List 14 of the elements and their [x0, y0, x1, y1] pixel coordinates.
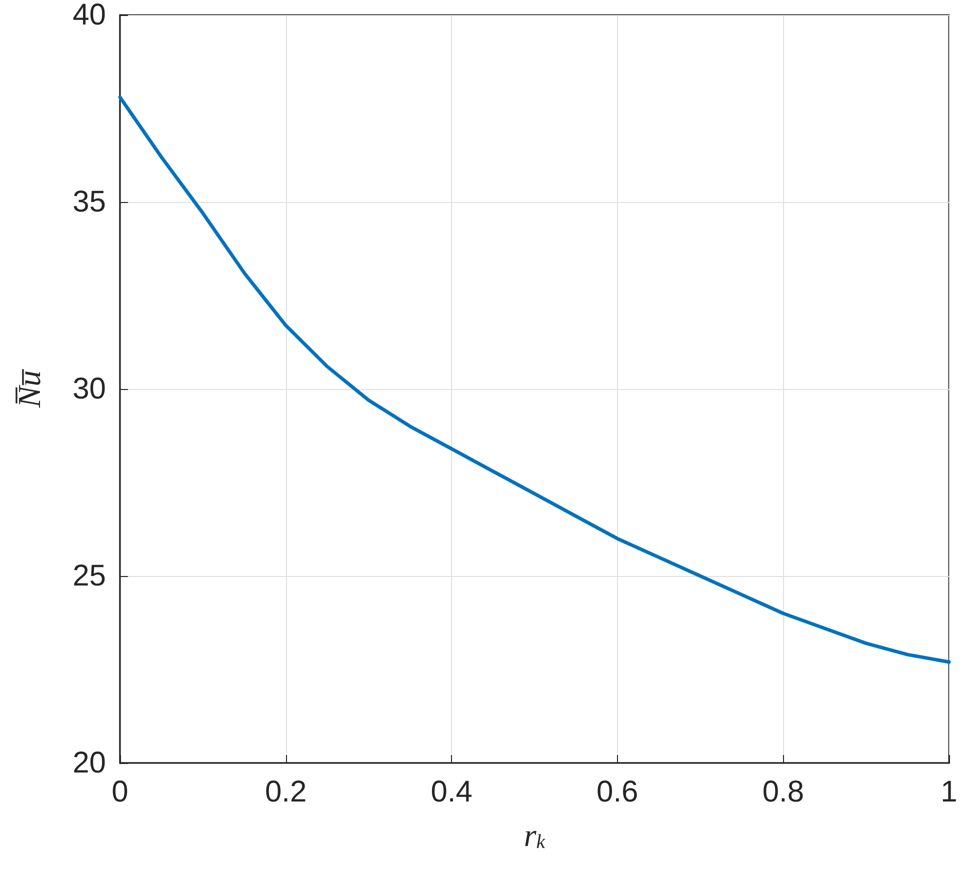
x-tick-label: 0.2 — [264, 776, 307, 808]
x-tick-label: 0 — [112, 776, 128, 808]
x-tick-label: 1 — [940, 776, 958, 808]
y-tick-label: 30 — [72, 372, 106, 406]
line-series — [118, 96, 951, 664]
y-tick-label: 25 — [72, 560, 106, 592]
x-tick-label: 0.6 — [596, 776, 638, 808]
y-tick-label: 40 — [72, 0, 106, 32]
y-axis-title: N̅u̅ — [11, 368, 47, 409]
y-tick-label: 35 — [72, 186, 106, 218]
x-tick-label: 0.4 — [430, 776, 472, 808]
x-axis-title: rk — [524, 817, 546, 853]
x-tick-label: 0.8 — [762, 776, 804, 808]
y-tick-label: 20 — [72, 746, 106, 780]
